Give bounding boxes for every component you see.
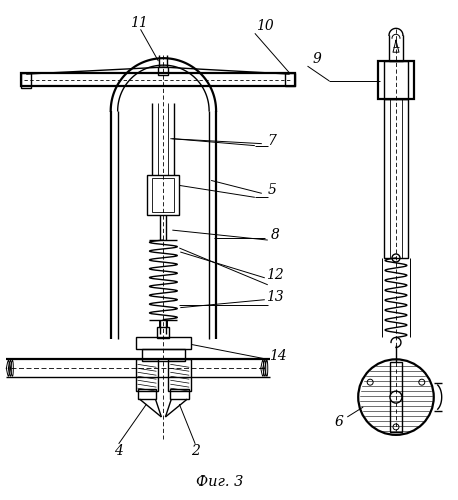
Text: 2: 2 [191, 444, 200, 458]
Bar [136, 338, 191, 349]
Text: Фиг. 3: Фиг. 3 [196, 474, 244, 488]
Bar [384, 61, 408, 99]
Bar [147, 176, 179, 215]
Text: 12: 12 [266, 268, 284, 282]
Bar [158, 67, 169, 75]
Bar [142, 350, 185, 362]
Bar [390, 362, 402, 432]
Text: 14: 14 [269, 350, 287, 364]
Text: 11: 11 [130, 16, 147, 30]
Text: 7: 7 [267, 134, 276, 147]
Bar [158, 326, 169, 338]
Bar [137, 389, 157, 399]
Text: 9: 9 [313, 52, 322, 66]
Text: 6: 6 [335, 415, 344, 429]
Text: 13: 13 [266, 290, 284, 304]
Text: 4: 4 [114, 444, 123, 458]
Bar [136, 360, 158, 391]
Text: 10: 10 [256, 20, 274, 34]
Bar [285, 73, 294, 86]
Text: 5: 5 [267, 184, 276, 198]
Bar [378, 61, 414, 99]
Bar [169, 360, 191, 391]
Bar [21, 73, 31, 88]
Circle shape [390, 391, 402, 403]
Bar [384, 99, 408, 258]
Bar [170, 389, 189, 399]
Bar [21, 73, 294, 86]
Text: 8: 8 [270, 228, 279, 242]
Bar [153, 178, 174, 212]
